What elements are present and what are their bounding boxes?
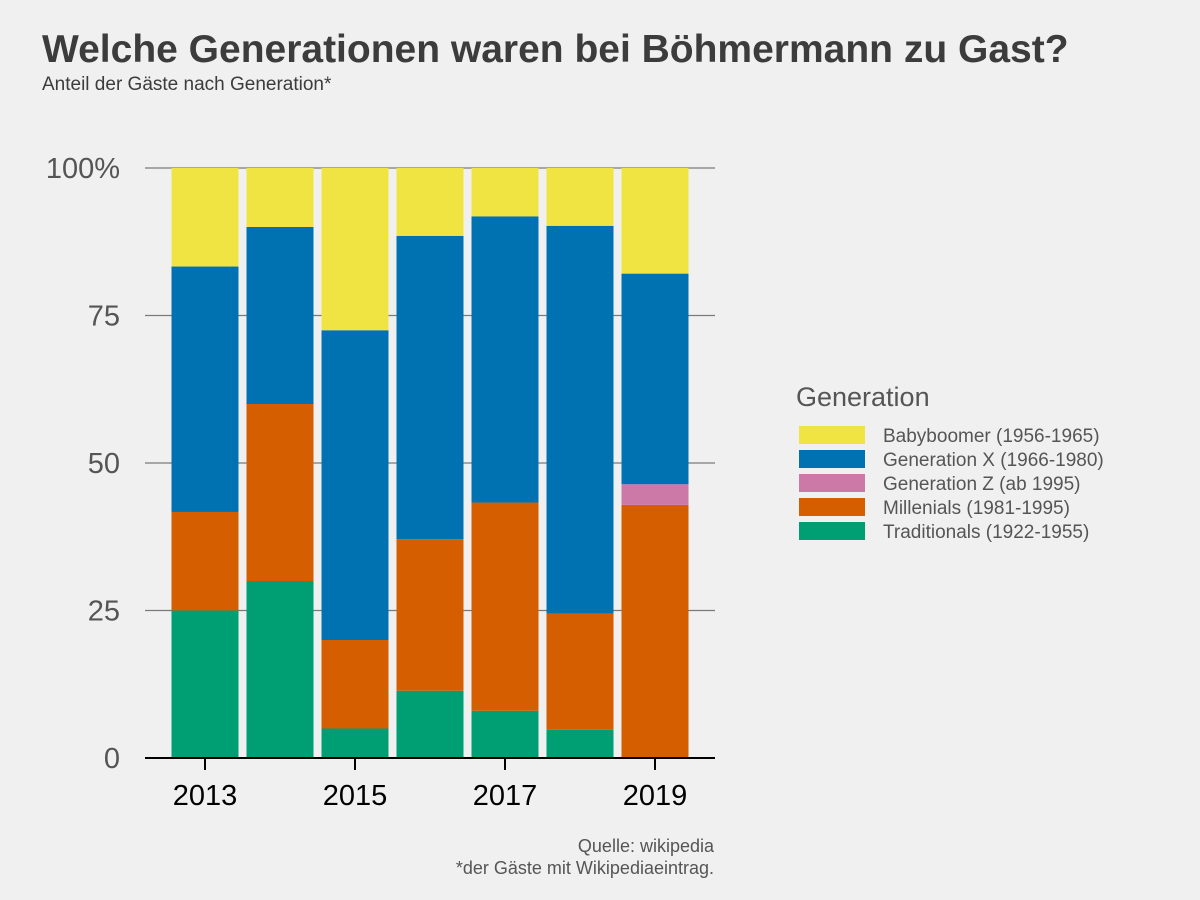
y-tick-label: 0 bbox=[104, 743, 120, 775]
legend-label: Generation Z (ab 1995) bbox=[883, 474, 1081, 495]
x-tick-label: 2013 bbox=[173, 780, 238, 812]
bar-segment bbox=[546, 168, 614, 226]
bar-segment bbox=[396, 235, 464, 540]
bar-segment bbox=[321, 640, 389, 729]
y-tick-label: 50 bbox=[88, 448, 120, 480]
bar-segment bbox=[246, 581, 314, 758]
bar-segment bbox=[246, 168, 314, 227]
legend-swatch bbox=[799, 498, 865, 516]
legend-swatch bbox=[799, 522, 865, 540]
bar-segment bbox=[396, 690, 464, 758]
bar-segment bbox=[171, 610, 239, 758]
bar-segment bbox=[621, 168, 689, 274]
bar-segment bbox=[171, 168, 239, 267]
bar-segment bbox=[321, 728, 389, 758]
axes: 0 25 50 75 100% 2013 2015 2017 2019 bbox=[46, 153, 715, 812]
bar-segment bbox=[546, 613, 614, 730]
x-tick-label: 2017 bbox=[473, 780, 538, 812]
y-tick-label: 25 bbox=[88, 596, 120, 628]
y-tick-label: 100% bbox=[46, 153, 120, 185]
footnote-line: *der Gäste mit Wikipediaeintrag. bbox=[455, 858, 714, 878]
legend-title: Generation bbox=[796, 382, 930, 412]
bar-segment bbox=[321, 330, 389, 640]
legend-label: Generation X (1966-1980) bbox=[883, 450, 1104, 471]
bar-segment bbox=[171, 511, 239, 611]
bar-segment bbox=[471, 168, 539, 217]
bar-segment bbox=[471, 216, 539, 503]
bar-segment bbox=[471, 502, 539, 711]
legend-swatch bbox=[799, 450, 865, 468]
chart-subtitle: Anteil der Gäste nach Generation* bbox=[42, 74, 332, 95]
legend-label: Traditionals (1922-1955) bbox=[883, 522, 1089, 543]
bar-segment bbox=[246, 227, 314, 404]
legend-swatch bbox=[799, 474, 865, 492]
bar-segment bbox=[321, 168, 389, 331]
chart-title: Welche Generationen waren bei Böhmermann… bbox=[42, 28, 1069, 71]
y-tick-label: 75 bbox=[88, 301, 120, 333]
bar-segment bbox=[471, 710, 539, 758]
legend-label: Millenials (1981-1995) bbox=[883, 498, 1070, 519]
bar-segment bbox=[621, 504, 689, 758]
bar-segment bbox=[621, 273, 689, 485]
legend-swatch bbox=[799, 426, 865, 444]
bar-segment bbox=[621, 484, 689, 505]
bar-segment bbox=[396, 168, 464, 236]
bar-segment bbox=[396, 539, 464, 691]
bar-segment bbox=[246, 404, 314, 581]
source-line: Quelle: wikipedia bbox=[577, 836, 714, 856]
x-tick-label: 2019 bbox=[623, 780, 688, 812]
bar-segment bbox=[546, 225, 614, 614]
legend-label: Babyboomer (1956-1965) bbox=[883, 426, 1100, 447]
source-note: Quelle: wikipedia *der Gäste mit Wikiped… bbox=[456, 835, 714, 879]
legend: Generation Babyboomer (1956-1965) Generati… bbox=[796, 382, 1104, 543]
bar-segment bbox=[546, 729, 614, 758]
bar-segment bbox=[171, 266, 239, 512]
bars bbox=[171, 168, 689, 758]
x-tick-label: 2015 bbox=[323, 780, 388, 812]
